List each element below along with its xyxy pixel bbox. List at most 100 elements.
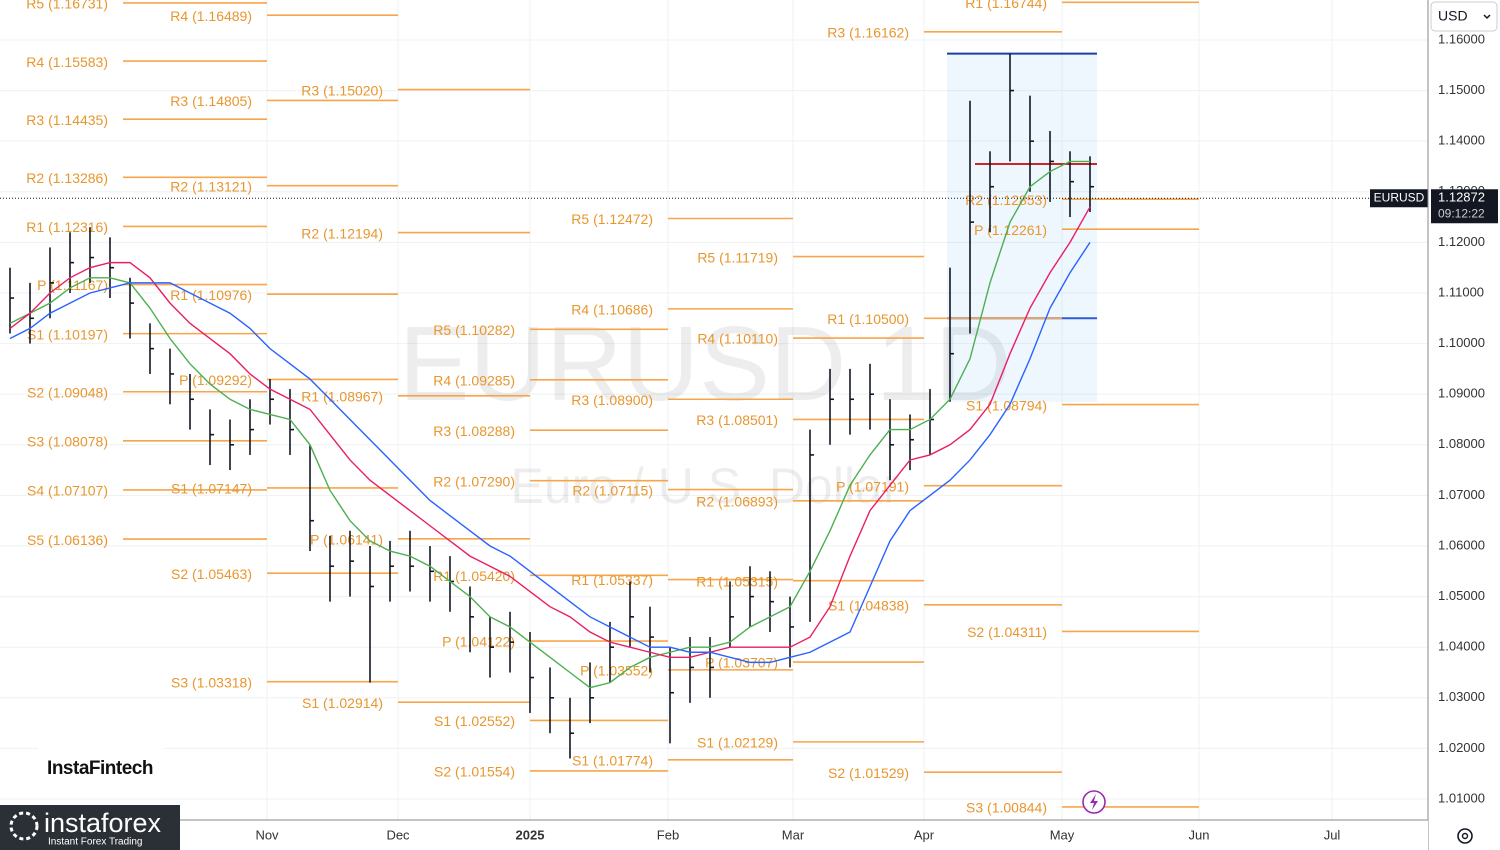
moving-average [9,160,1090,689]
bolt [1090,794,1098,810]
y-tick-label: 1.10000 [1438,335,1485,350]
pivot-label: P (1.09292) [179,372,252,388]
y-tick-label: 1.07000 [1438,487,1485,502]
pivot-label: R3 (1.16162) [827,24,909,40]
gear-hub [1461,832,1469,840]
instaforex-box [0,805,180,850]
y-tick-label: 1.03000 [1438,689,1485,704]
pivot-label: R2 (1.12853) [965,192,1047,208]
pivot-label: R2 (1.13121) [170,178,252,194]
y-tick-label: 1.01000 [1438,790,1485,805]
pivot-label: R3 (1.14805) [170,93,252,109]
x-tick-label: Nov [255,827,279,842]
x-tick-label: Jun [1189,827,1210,842]
grid [0,0,1428,820]
instaforex-tagline: Instant Forex Trading [48,837,143,848]
x-tick-label: Apr [914,827,935,842]
pivot-label: R1 (1.05315) [696,573,778,589]
gear-ring[interactable] [1457,828,1473,844]
pivot-label: R3 (1.08288) [433,423,515,439]
pivot-label: R4 (1.10110) [697,331,778,347]
pivot-label: S3 (1.03318) [171,674,252,690]
pivot-label: R2 (1.07115) [572,482,653,498]
y-tick-label: 1.06000 [1438,537,1485,552]
pivot-label: S4 (1.07107) [27,483,108,499]
y-tick-label: 1.14000 [1438,133,1485,148]
x-tick-label: 2025 [516,827,545,842]
pivot-label: S1 (1.02129) [697,735,778,751]
pivot-label: R1 (1.05420) [433,568,515,584]
price-tag-value: 1.12872 [1438,190,1485,205]
pivots: R5 (1.16731) R4 (1.15583) R3 (1.14435) R2 (… [26,0,1199,816]
pivot-label: S1 (1.01774) [572,753,653,769]
currency-box[interactable] [1430,1,1498,32]
instafintech-box [38,730,164,794]
y-tick-label: 1.11000 [1438,284,1484,299]
y-tick-label: 1.09000 [1438,386,1485,401]
pivot-label: P (1.04122) [442,634,515,650]
pivot-label: R1 (1.16744) [965,0,1047,11]
x-tick-label: Feb [657,827,679,842]
symbol-tag [1370,189,1428,208]
pivot-label: R1 (1.12316) [26,219,108,235]
pivot-label: R4 (1.15583) [26,54,108,70]
price-axis [1428,0,1500,850]
moving-averages [9,160,1091,689]
pivot-label: S1 (1.02552) [434,713,515,729]
currency-label[interactable]: USD [1438,8,1468,24]
pivot-label: R2 (1.13286) [26,170,108,186]
moving-average [9,206,1091,659]
pivot-label: R2 (1.06893) [696,494,778,510]
y-tick-label: 1.16000 [1438,31,1485,46]
pivot-label: R1 (1.10500) [827,311,909,327]
pivot-label: P (1.03552) [580,663,653,679]
pivot-label: R3 (1.08501) [696,412,778,428]
time-axis [0,820,1428,850]
pivot-label: P (1.07191) [836,478,909,494]
currency-select[interactable]: USD [1430,1,1498,32]
watermark-subtitle: Euro / U.S. Dollar [510,458,899,514]
y-tick-label: 1.15000 [1438,82,1485,97]
pivot-label: R4 (1.10686) [571,302,653,318]
pivot-label: R3 (1.15020) [301,82,383,98]
pivot-label: R5 (1.11719) [697,249,778,265]
pivot-label: S1 (1.07147) [171,481,252,497]
pivot-label: S5 (1.06136) [27,532,108,548]
x-tick-label: Mar [782,827,805,842]
chevron [1483,14,1491,20]
y-tick-label: 1.05000 [1438,588,1485,603]
y-tick-label: 1.04000 [1438,639,1485,654]
pivot-label: S2 (1.01529) [828,765,909,781]
range-box [947,52,1097,402]
watermark-title: EURUSD 1D [399,305,1012,423]
pivot-label: R3 (1.14435) [26,112,108,128]
pivot-label: S1 (1.10197) [27,326,108,342]
pivot-label: S3 (1.08078) [27,434,108,450]
pivot-label: R4 (1.16489) [170,8,252,24]
pivot-label: R1 (1.05337) [571,572,653,588]
pivot-label: R2 (1.12194) [301,225,383,241]
instafintech-logo: InstaFintech [47,758,153,779]
pivot-label: S1 (1.02914) [302,695,383,711]
pivot-label: R5 (1.10282) [433,322,515,338]
pivot-label: R4 (1.09285) [433,372,515,388]
pivot-label: R5 (1.16731) [26,0,108,12]
settings-icon[interactable] [1457,828,1473,844]
y-tick-label: 1.02000 [1438,740,1485,755]
pivot-label: R2 (1.07290) [433,473,515,489]
range-area [947,53,1097,402]
pivot-label: R5 (1.12472) [571,211,653,227]
instaforex-logo: instaforex [44,808,162,838]
y-tick-label: 1.08000 [1438,436,1485,451]
alert-icon[interactable] [1082,790,1106,814]
pivot-label: S2 (1.05463) [171,566,252,582]
pivot-label: R3 (1.08900) [571,392,653,408]
pivot-label: P (1.06141) [310,532,383,548]
pivot-label: R1 (1.10976) [170,287,252,303]
pivot-label: S2 (1.09048) [27,384,108,400]
instaforex-emblem [9,811,39,841]
pivot-label: R1 (1.08967) [301,389,383,405]
pivot-label: P (1.12261) [974,222,1047,238]
x-tick-label: Jul [1324,827,1341,842]
price-bars [9,53,1094,759]
